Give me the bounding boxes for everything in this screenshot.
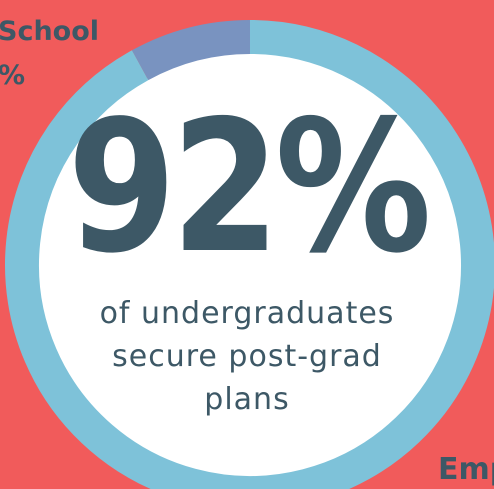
caption-line-2: secure post-grad [112,339,382,374]
cropped-label-top-left-percent: % [0,60,26,91]
caption-line-3: plans [204,382,290,417]
stat-caption: of undergraduates secure post-grad plans [77,292,417,421]
donut-slice-2 [131,20,251,81]
headline-stat: 92% [67,81,431,293]
caption-line-1: of undergraduates [99,296,395,331]
donut-slice-1 [5,20,494,489]
cropped-label-bottom-right: Emp [438,452,494,487]
cropped-label-top-left: School [0,16,100,47]
inner-circle [37,52,463,478]
